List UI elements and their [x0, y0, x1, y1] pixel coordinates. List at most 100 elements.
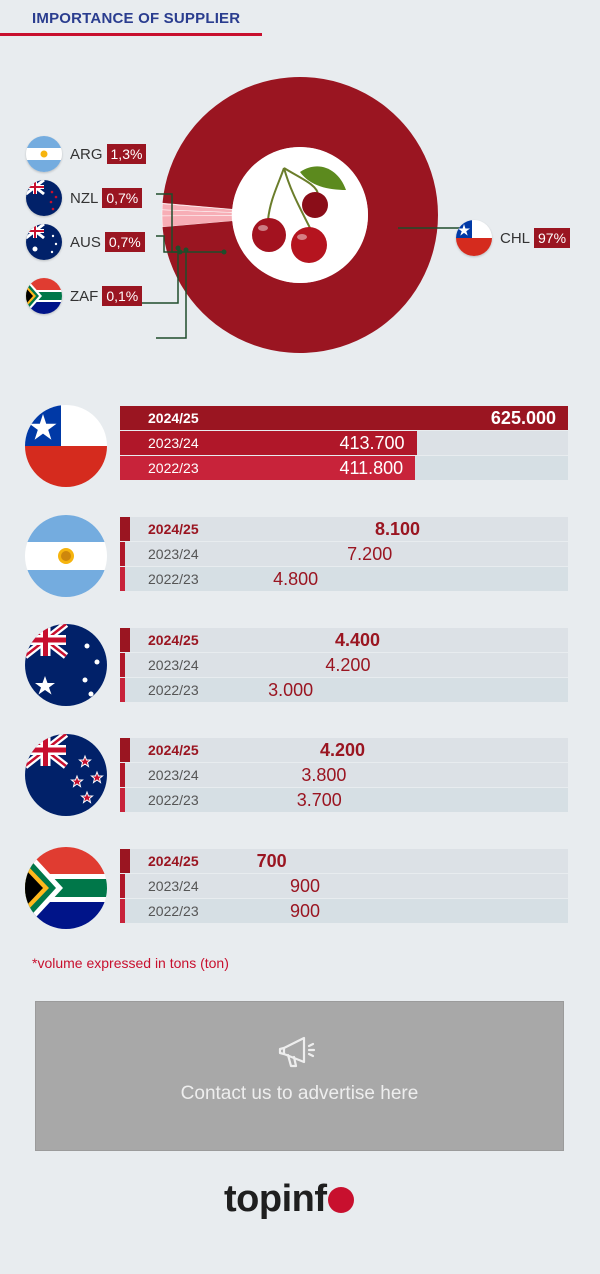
row-background — [120, 628, 568, 652]
leader-dot — [183, 247, 189, 253]
bar-nzl-2024-25 — [120, 738, 130, 762]
bar-zaf-2024-25 — [120, 849, 130, 873]
bar-chl-2022-23 — [120, 456, 416, 480]
bar-aus-2022-23 — [120, 678, 125, 702]
ad-text: Contact us to advertise here — [180, 1083, 419, 1104]
year-label: 2023/24 — [148, 657, 199, 673]
row-background — [120, 738, 568, 762]
year-label: 2024/25 — [148, 742, 199, 758]
donut-slice-chl — [162, 77, 438, 354]
row-background — [120, 899, 568, 923]
supplier-label-arg: ARG 1,3% — [26, 136, 147, 172]
value-label: 4.200 — [319, 740, 365, 760]
year-label: 2022/23 — [148, 903, 199, 919]
supplier-label-aus: AUS 0,7% — [26, 224, 145, 260]
argentina-flag-icon — [26, 136, 62, 172]
leader-line — [156, 250, 187, 339]
supplier-code: ARG — [70, 145, 103, 163]
topinfo-logo[interactable]: topinf — [224, 1178, 354, 1221]
australia-flag-icon — [25, 624, 107, 706]
bar-chl-2023-24 — [120, 431, 417, 455]
leader-dot — [221, 249, 227, 255]
year-label: 2024/25 — [148, 632, 199, 648]
row-background — [120, 678, 568, 702]
supplier-share: 0,1% — [102, 286, 143, 306]
header-underline — [0, 33, 262, 36]
value-label: 4.200 — [325, 655, 371, 675]
value-label: 411.800 — [339, 458, 404, 478]
year-label: 2023/24 — [148, 767, 199, 783]
row-background — [120, 874, 568, 898]
new-zealand-flag-icon — [25, 734, 107, 816]
year-label: 2024/25 — [148, 521, 199, 537]
australia-flag-icon — [26, 224, 62, 260]
row-background — [120, 542, 568, 566]
bar-arg-2022-23 — [120, 567, 125, 591]
bar-zaf-2022-23 — [120, 899, 125, 923]
value-label: 3.700 — [296, 790, 342, 810]
row-background — [120, 788, 568, 812]
year-label: 2024/25 — [148, 853, 199, 869]
year-label: 2022/23 — [148, 682, 199, 698]
year-label: 2023/24 — [148, 435, 199, 451]
bar-aus-2024-25 — [120, 628, 130, 652]
value-label: 413.700 — [339, 433, 405, 453]
supplier-share: 0,7% — [102, 188, 143, 208]
value-label: 700 — [256, 851, 287, 871]
bar-arg-2023-24 — [120, 542, 125, 566]
row-background — [120, 653, 568, 677]
south-africa-flag-icon — [25, 847, 107, 929]
bar-chl-2024-25 — [120, 406, 568, 430]
bar-aus-2023-24 — [120, 653, 125, 677]
supplier-share: 97% — [534, 228, 571, 248]
supplier-code: NZL — [70, 189, 99, 207]
supplier-code: CHL — [500, 229, 531, 247]
value-label: 3.800 — [301, 765, 347, 785]
bar-zaf-2023-24 — [120, 874, 125, 898]
header: IMPORTANCE OF SUPPLIER — [0, 0, 600, 40]
south-africa-flag-icon — [26, 278, 62, 314]
chile-flag-icon — [25, 405, 107, 487]
megaphone-icon — [278, 1036, 316, 1068]
value-label: 3.000 — [268, 680, 314, 700]
row-background — [120, 567, 568, 591]
supplier-label-nzl: NZL 0,7% — [26, 180, 143, 216]
value-label: 625.000 — [490, 408, 556, 428]
year-label: 2022/23 — [148, 792, 199, 808]
supplier-label-chl: CHL 97% — [456, 220, 571, 256]
year-label: 2024/25 — [148, 410, 199, 426]
value-label: 8.100 — [374, 519, 420, 539]
ad-banner[interactable]: Contact us to advertise here — [35, 1001, 564, 1151]
bar-arg-2024-25 — [120, 517, 130, 541]
value-label: 4.400 — [334, 630, 380, 650]
leader-line — [156, 235, 224, 253]
leader-line — [140, 248, 179, 304]
chile-flag-icon — [456, 220, 492, 256]
supplier-share: 0,7% — [104, 232, 145, 252]
row-background — [120, 849, 568, 873]
year-label: 2023/24 — [148, 546, 199, 562]
supplier-share: 1,3% — [106, 144, 147, 164]
logo-text: topinf — [224, 1178, 327, 1220]
argentina-flag-icon — [25, 515, 107, 597]
cherries-icon — [252, 166, 346, 263]
bar-nzl-2023-24 — [120, 763, 125, 787]
page-title: IMPORTANCE OF SUPPLIER — [32, 10, 241, 27]
leader-dot — [175, 245, 181, 251]
year-label: 2022/23 — [148, 460, 199, 476]
row-background — [120, 763, 568, 787]
donut-chart — [140, 77, 473, 354]
row-background — [120, 517, 568, 541]
bar-nzl-2022-23 — [120, 788, 125, 812]
supplier-code: ZAF — [70, 287, 99, 305]
value-label: 900 — [289, 876, 320, 896]
year-label: 2022/23 — [148, 571, 199, 587]
apple-icon — [327, 1187, 354, 1213]
donut-hole — [232, 147, 368, 283]
value-label: 7.200 — [347, 544, 393, 564]
supplier-label-zaf: ZAF 0,1% — [26, 278, 143, 314]
footnote: *volume expressed in tons (ton) — [32, 955, 229, 971]
year-label: 2023/24 — [148, 878, 199, 894]
new-zealand-flag-icon — [26, 180, 62, 216]
supplier-code: AUS — [70, 233, 101, 251]
